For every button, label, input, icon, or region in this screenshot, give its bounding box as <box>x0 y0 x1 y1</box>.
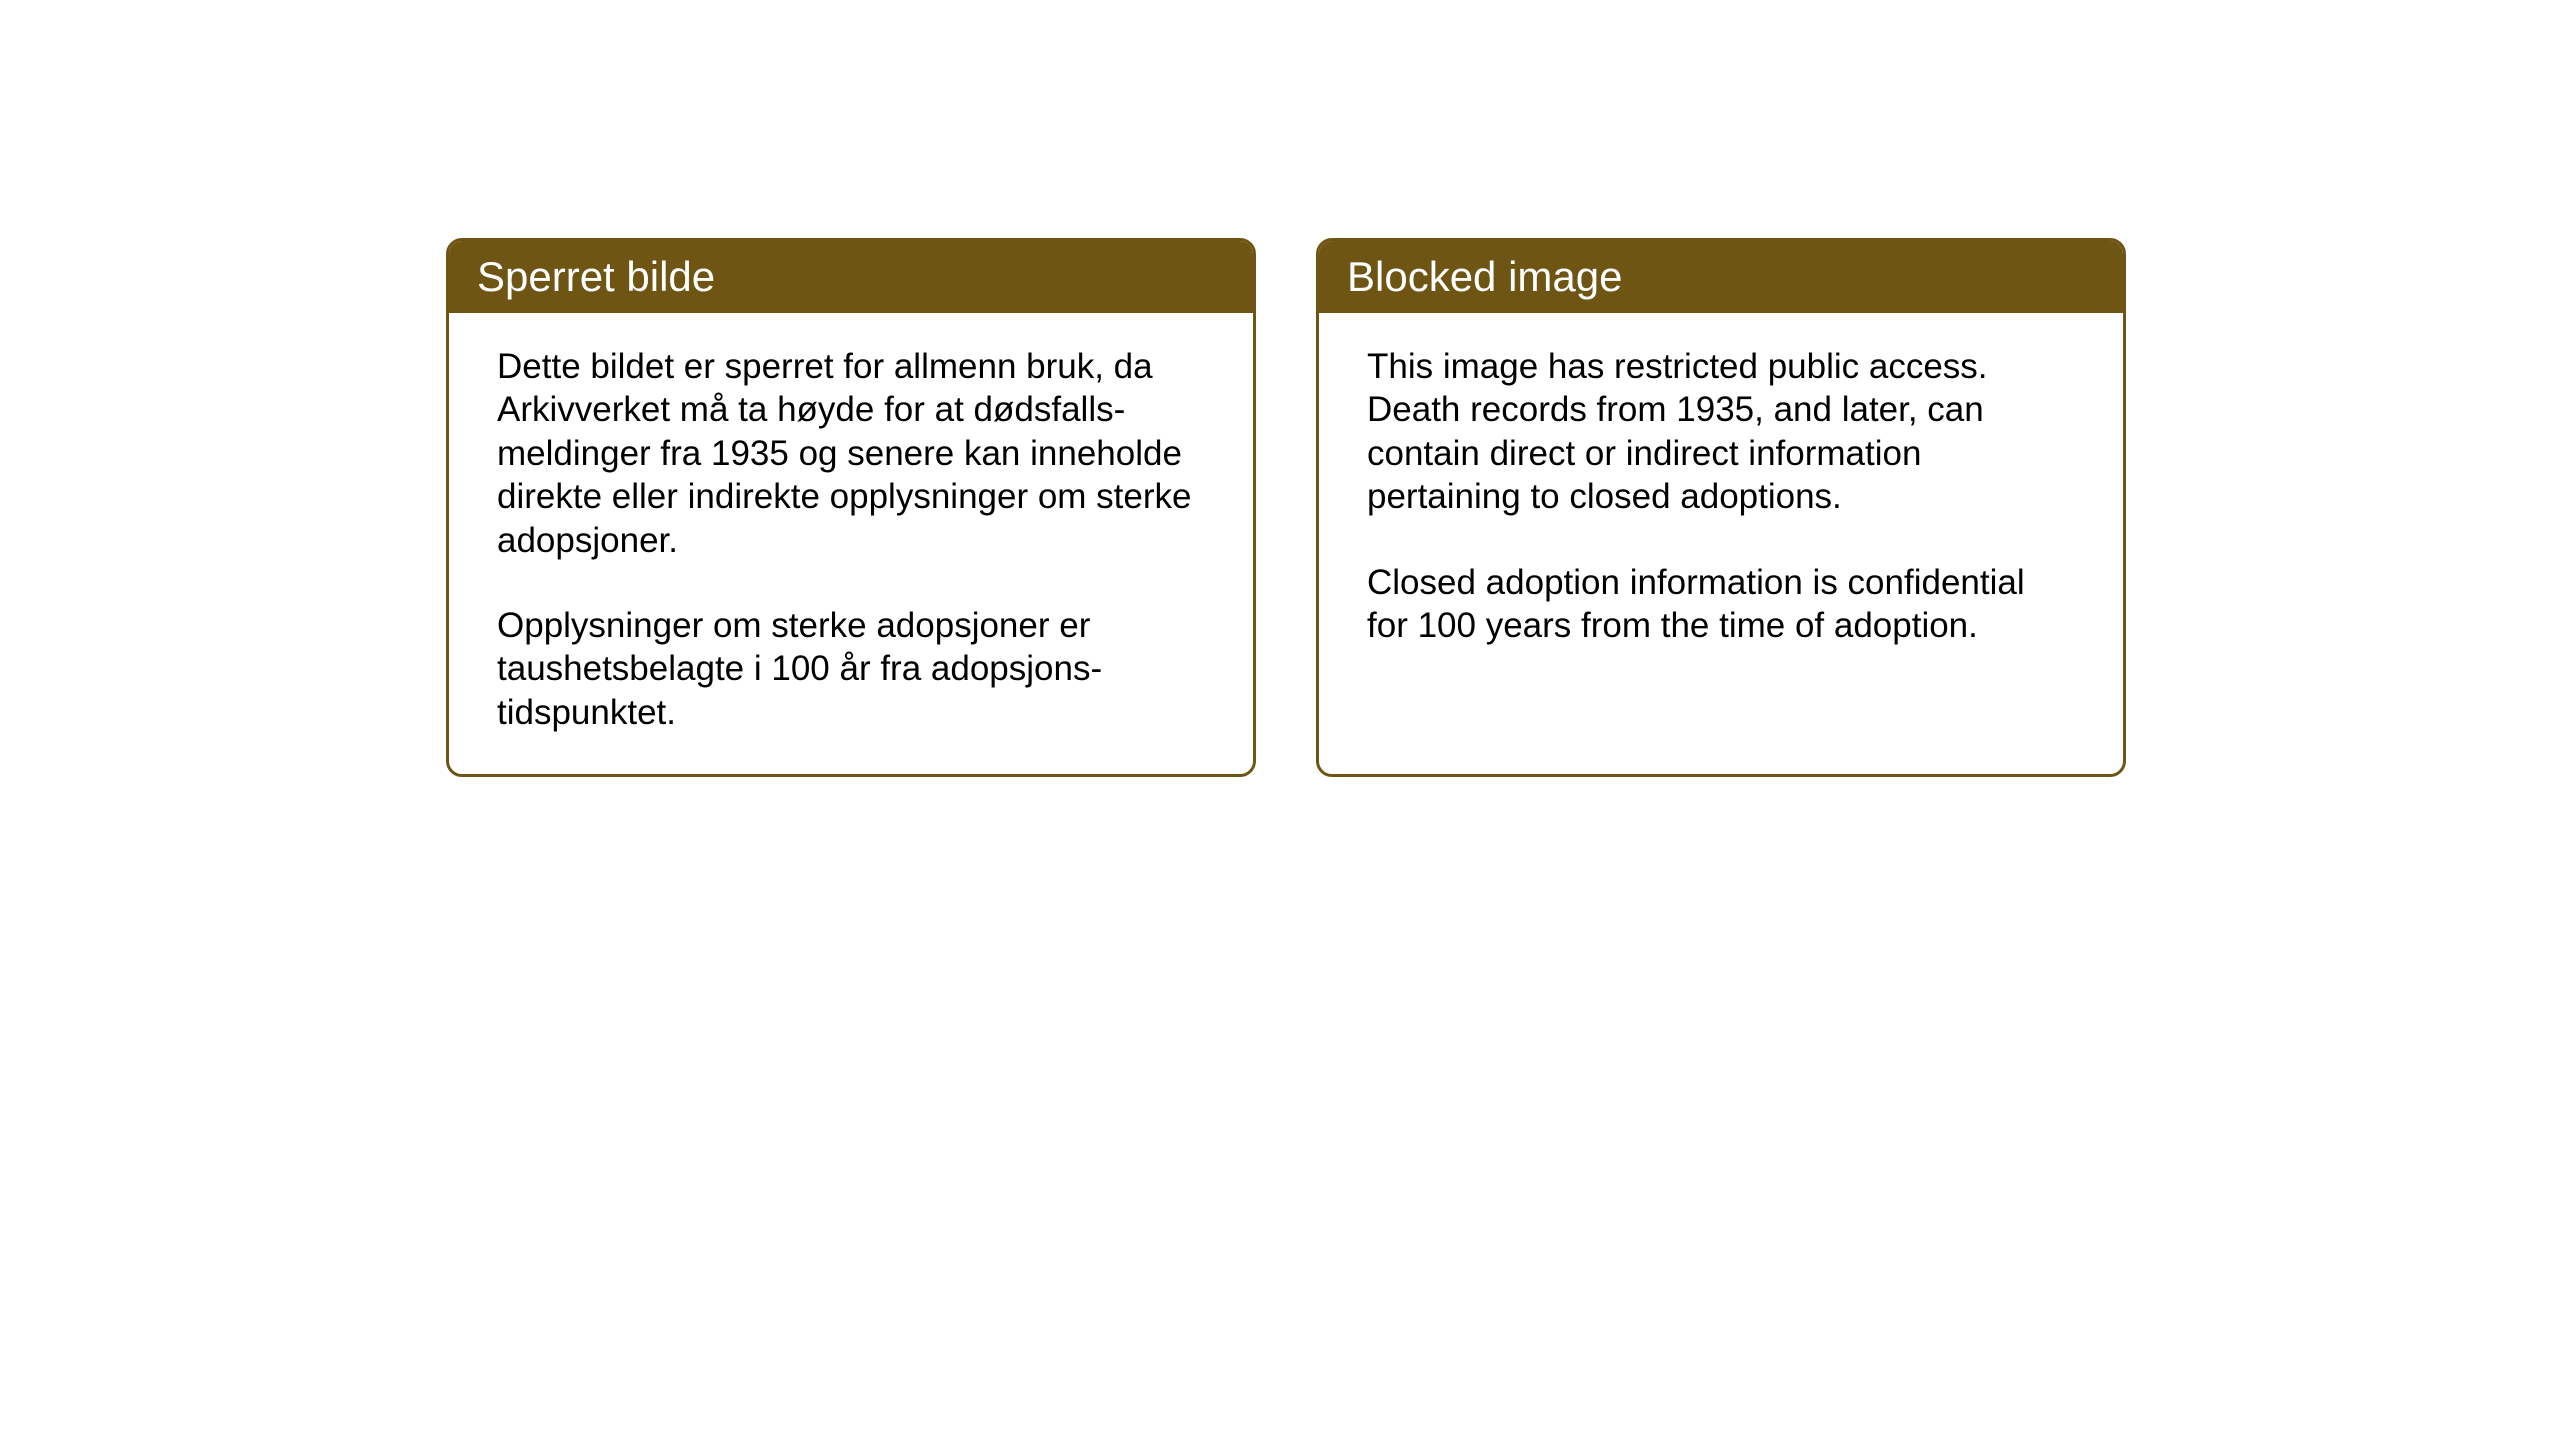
paragraph-english-1: This image has restricted public access.… <box>1367 345 2075 519</box>
paragraph-norwegian-1: Dette bildet er sperret for allmenn bruk… <box>497 345 1205 562</box>
paragraph-english-2: Closed adoption information is confident… <box>1367 561 2075 648</box>
card-header-english: Blocked image <box>1319 241 2123 313</box>
notice-card-norwegian: Sperret bilde Dette bildet er sperret fo… <box>446 238 1256 777</box>
card-body-english: This image has restricted public access.… <box>1319 313 2123 687</box>
card-header-norwegian: Sperret bilde <box>449 241 1253 313</box>
notice-card-english: Blocked image This image has restricted … <box>1316 238 2126 777</box>
notice-container: Sperret bilde Dette bildet er sperret fo… <box>446 238 2126 777</box>
paragraph-norwegian-2: Opplysninger om sterke adopsjoner er tau… <box>497 604 1205 734</box>
card-body-norwegian: Dette bildet er sperret for allmenn bruk… <box>449 313 1253 774</box>
